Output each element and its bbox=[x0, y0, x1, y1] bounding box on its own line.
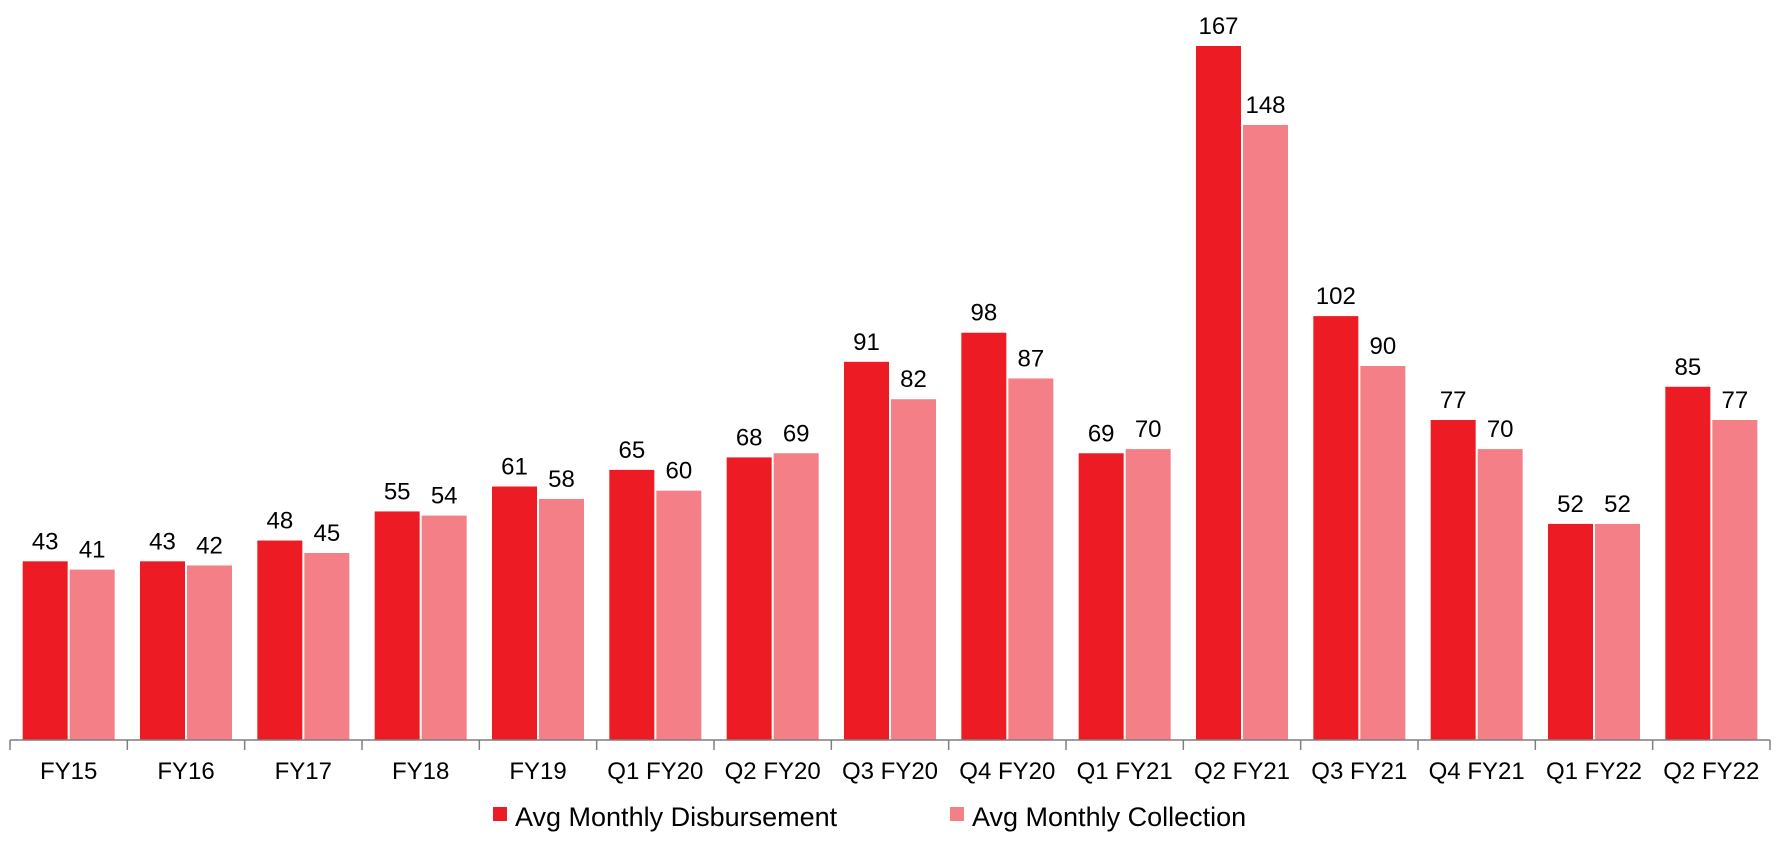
bar-collection bbox=[1125, 449, 1171, 740]
x-tick-label: FY15 bbox=[40, 758, 97, 785]
bar-disbursement bbox=[492, 486, 537, 740]
data-label: 69 bbox=[1088, 420, 1115, 447]
bar-disbursement bbox=[22, 561, 68, 740]
data-label: 68 bbox=[736, 424, 763, 451]
x-tick-label: Q1 FY20 bbox=[607, 758, 703, 785]
x-tick-label: FY19 bbox=[509, 758, 566, 785]
x-tick-label: Q2 FY21 bbox=[1194, 758, 1290, 785]
data-label: 82 bbox=[900, 366, 927, 393]
bar-collection bbox=[69, 569, 115, 740]
bar-collection bbox=[1008, 378, 1054, 740]
legend-swatch bbox=[493, 807, 507, 821]
bar-collection bbox=[1712, 420, 1758, 740]
bar-disbursement bbox=[1430, 420, 1476, 740]
data-label: 77 bbox=[1721, 387, 1748, 414]
x-axis-ticks bbox=[9, 740, 1771, 750]
bar-collection bbox=[1243, 124, 1288, 740]
bar-disbursement bbox=[1313, 316, 1359, 740]
data-label: 54 bbox=[431, 483, 458, 510]
bar-disbursement bbox=[609, 469, 655, 740]
bar-disbursement bbox=[374, 511, 420, 740]
bar-disbursement bbox=[1078, 453, 1124, 740]
data-label: 43 bbox=[32, 528, 59, 555]
legend-label: Avg Monthly Disbursement bbox=[515, 802, 838, 832]
bar-collection bbox=[304, 552, 350, 740]
bar-disbursement bbox=[1196, 46, 1241, 740]
x-axis-tick-labels: FY15 FY16 FY17 FY18 FY19 Q1 FY20 Q2 FY20 Q3 FY2… bbox=[40, 758, 1759, 785]
data-label: 90 bbox=[1369, 333, 1396, 360]
data-label: 65 bbox=[618, 437, 645, 464]
legend-swatch bbox=[950, 807, 964, 821]
x-tick-label: FY16 bbox=[157, 758, 214, 785]
bar-disbursement bbox=[140, 561, 185, 740]
x-tick-label: Q1 FY21 bbox=[1077, 758, 1173, 785]
bar-collection bbox=[539, 498, 584, 740]
data-label: 52 bbox=[1604, 491, 1631, 518]
bar-collection bbox=[1477, 449, 1523, 740]
x-tick-label: Q4 FY21 bbox=[1429, 758, 1525, 785]
data-label: 48 bbox=[266, 508, 293, 535]
data-label: 87 bbox=[1017, 345, 1044, 372]
data-label: 58 bbox=[548, 466, 575, 493]
bar-collection bbox=[1595, 523, 1640, 740]
bar-disbursement bbox=[1665, 386, 1711, 740]
data-labels-group: 43 41 43 42 48 45 55 54 61 58 65 60 68 69 91 82 98 87 69 70… bbox=[32, 13, 1748, 564]
x-tick-label: FY17 bbox=[275, 758, 332, 785]
data-label: 45 bbox=[313, 520, 340, 547]
x-tick-label: Q3 FY20 bbox=[842, 758, 938, 785]
data-label: 148 bbox=[1245, 92, 1285, 119]
bar-collection bbox=[891, 399, 936, 740]
data-label: 167 bbox=[1198, 13, 1238, 40]
data-label: 98 bbox=[970, 300, 997, 327]
x-tick-label: FY18 bbox=[392, 758, 449, 785]
data-label: 70 bbox=[1487, 416, 1514, 443]
x-tick-label: Q3 FY21 bbox=[1311, 758, 1407, 785]
x-tick-label: Q2 FY22 bbox=[1663, 758, 1759, 785]
legend-label: Avg Monthly Collection bbox=[972, 802, 1246, 832]
data-label: 55 bbox=[384, 478, 411, 505]
data-label: 43 bbox=[149, 528, 176, 555]
bar-disbursement bbox=[844, 361, 889, 740]
bar-collection bbox=[187, 565, 232, 740]
bar-collection bbox=[1360, 365, 1406, 740]
bars-group bbox=[22, 46, 1758, 740]
data-label: 41 bbox=[79, 537, 106, 564]
data-label: 52 bbox=[1557, 491, 1584, 518]
data-label: 60 bbox=[665, 458, 692, 485]
data-label: 61 bbox=[501, 454, 528, 481]
x-tick-label: Q1 FY22 bbox=[1546, 758, 1642, 785]
bar-disbursement bbox=[961, 332, 1007, 740]
bar-disbursement bbox=[257, 540, 303, 740]
data-label: 70 bbox=[1135, 416, 1162, 443]
bar-collection bbox=[656, 490, 702, 740]
data-label: 102 bbox=[1316, 283, 1356, 310]
bar-collection bbox=[773, 453, 819, 740]
data-label: 85 bbox=[1674, 354, 1701, 381]
data-label: 42 bbox=[196, 532, 223, 559]
x-tick-label: Q4 FY20 bbox=[959, 758, 1055, 785]
data-label: 77 bbox=[1440, 387, 1467, 414]
data-label: 69 bbox=[783, 420, 810, 447]
x-tick-label: Q2 FY20 bbox=[725, 758, 821, 785]
bar-disbursement bbox=[1548, 523, 1593, 740]
data-label: 91 bbox=[853, 329, 880, 356]
legend: Avg Monthly Disbursement Avg Monthly Coll… bbox=[493, 802, 1246, 832]
bar-disbursement bbox=[726, 457, 772, 740]
bar-collection bbox=[421, 515, 467, 740]
